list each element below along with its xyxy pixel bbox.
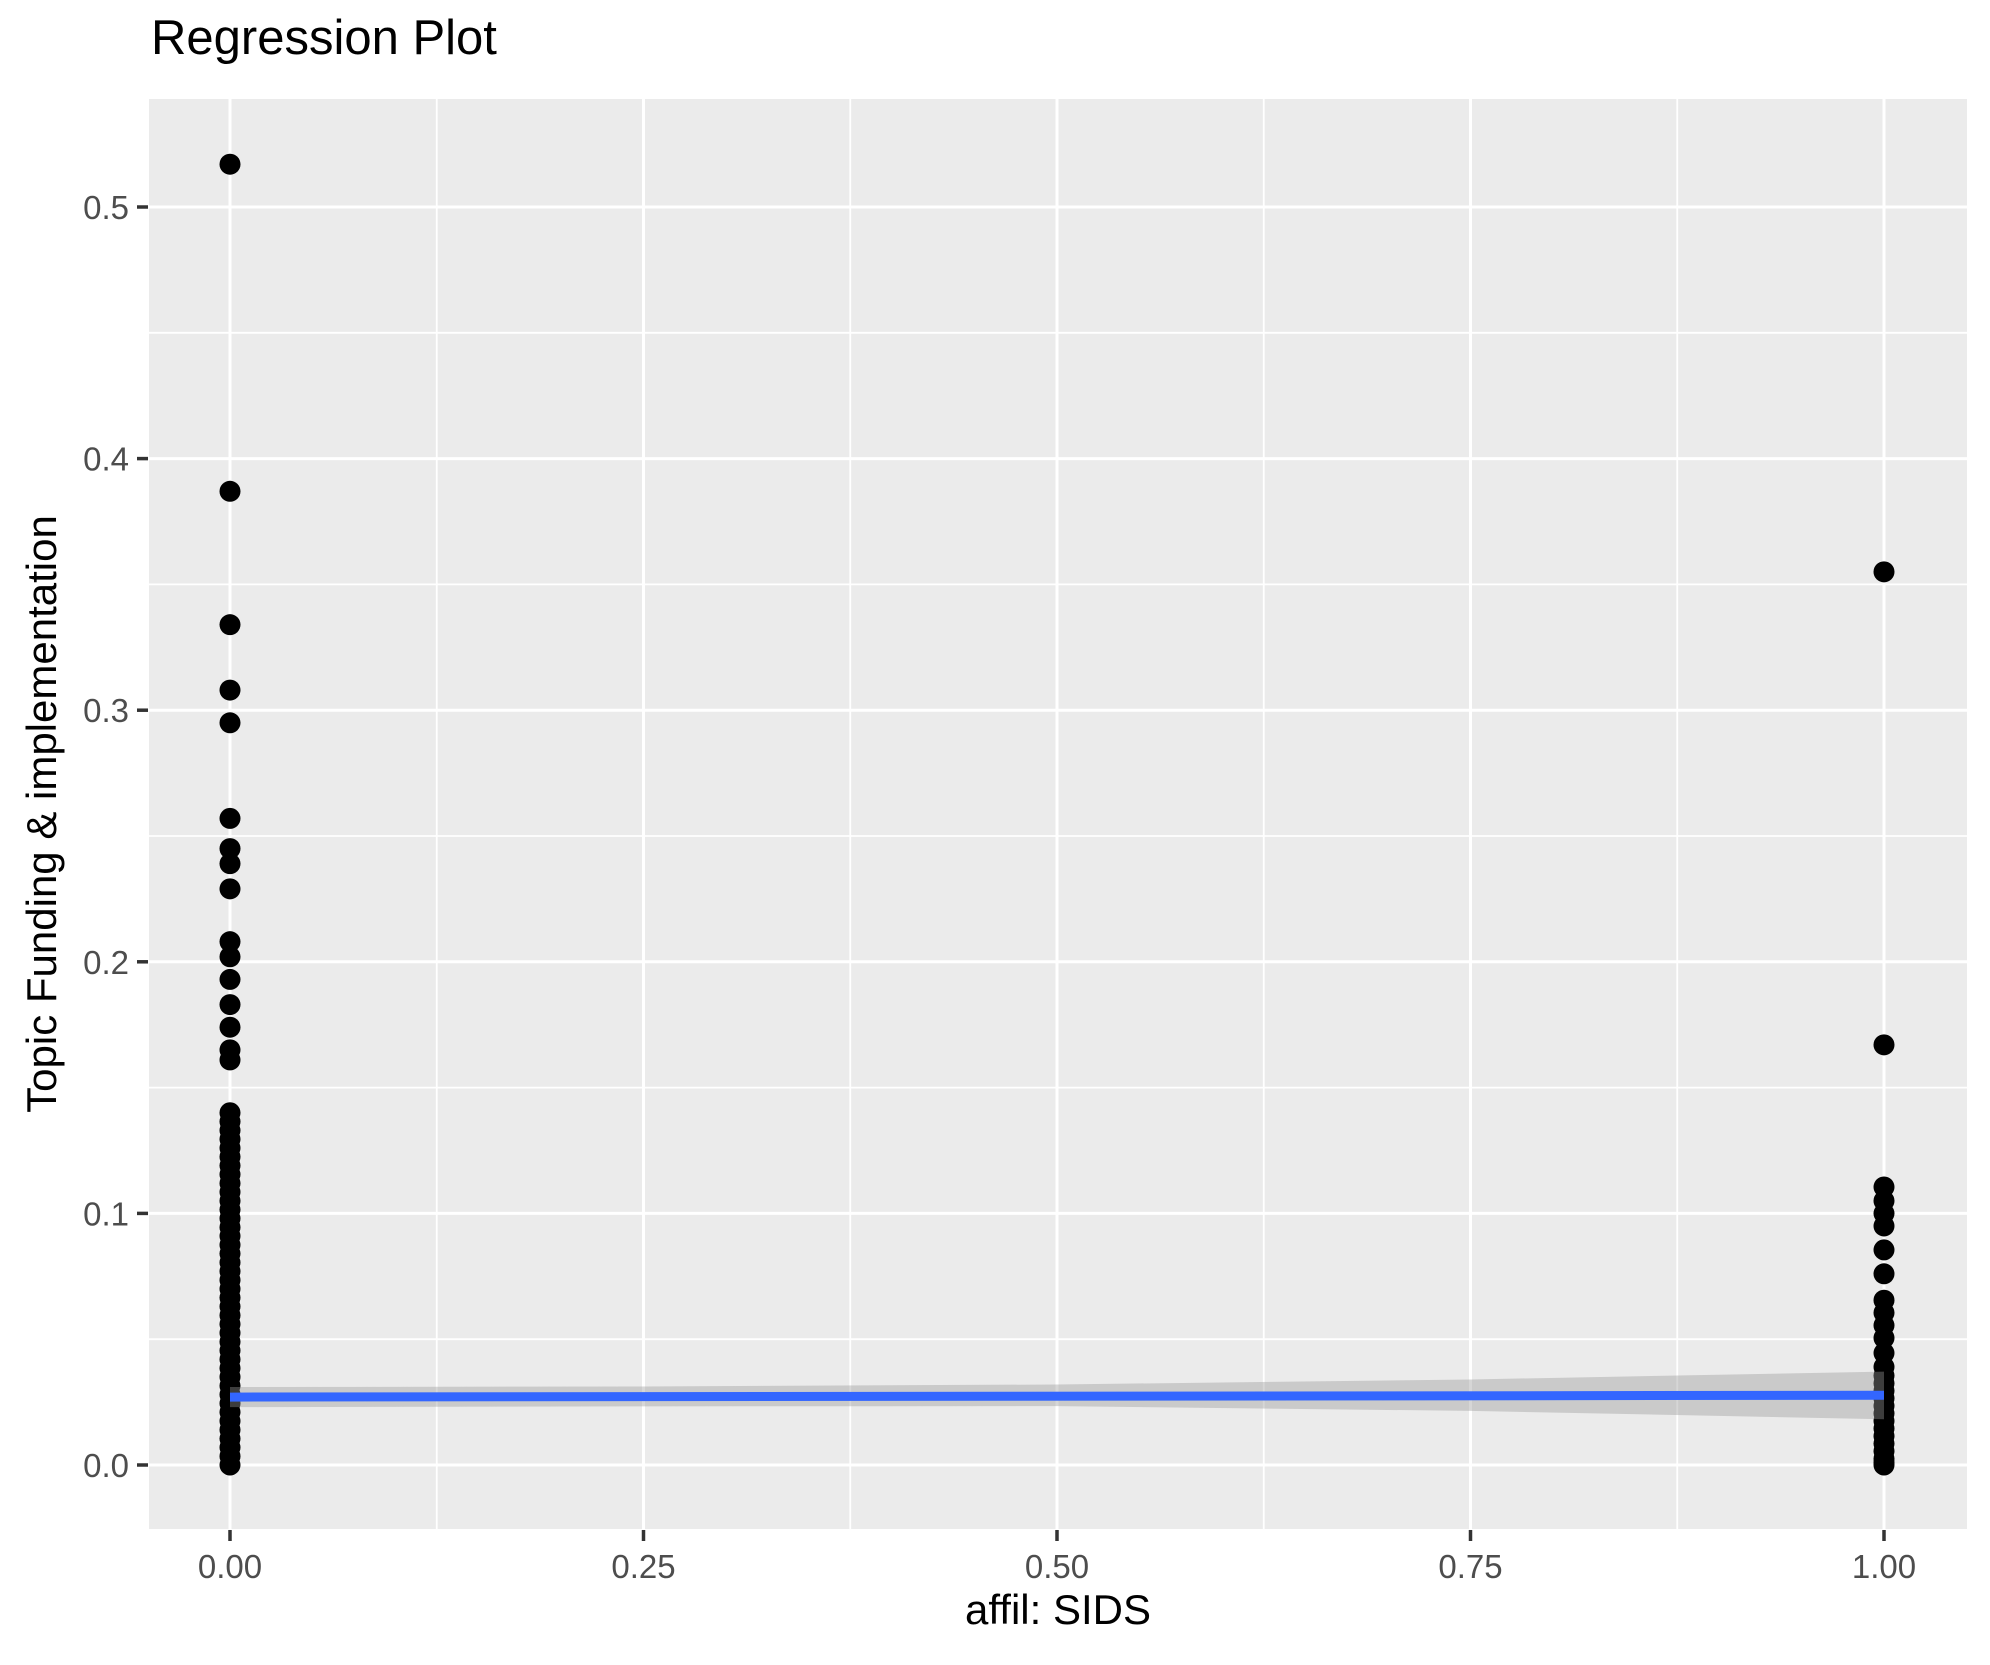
data-point: [219, 853, 241, 875]
data-point: [1873, 561, 1895, 583]
x-axis-title: affil: SIDS: [965, 1586, 1151, 1633]
x-tick-label: 1.00: [1852, 1548, 1916, 1585]
x-tick-label: 0.75: [1438, 1548, 1502, 1585]
y-tick-label: 0.0: [83, 1447, 129, 1484]
data-point: [219, 153, 241, 175]
data-point: [219, 1454, 241, 1476]
data-point: [219, 994, 241, 1016]
data-point: [1873, 1239, 1895, 1261]
regression-line: [229, 1390, 1885, 1402]
data-point: [1873, 1454, 1895, 1476]
y-tick-label: 0.5: [83, 189, 129, 226]
data-point: [219, 480, 241, 502]
y-tick-label: 0.2: [83, 944, 129, 981]
data-point: [219, 712, 241, 734]
x-tick-label: 0.25: [611, 1548, 675, 1585]
data-point: [1873, 1327, 1895, 1349]
data-point: [219, 878, 241, 900]
data-point: [219, 1016, 241, 1038]
data-point: [219, 679, 241, 701]
y-tick-label: 0.1: [83, 1195, 129, 1232]
y-axis-title: Topic Funding & implementation: [18, 515, 65, 1113]
x-tick-label: 0.00: [198, 1548, 262, 1585]
data-point: [219, 931, 241, 953]
y-tick-label: 0.4: [83, 441, 129, 478]
data-point: [1873, 1215, 1895, 1237]
data-point: [219, 807, 241, 829]
data-point: [219, 1049, 241, 1071]
data-point: [1873, 1263, 1895, 1285]
data-point: [219, 946, 241, 968]
x-tick-label: 0.50: [1025, 1548, 1089, 1585]
plot-title: Regression Plot: [151, 11, 497, 65]
y-tick-label: 0.3: [83, 692, 129, 729]
data-point: [219, 838, 241, 860]
data-point: [219, 968, 241, 990]
data-point: [219, 614, 241, 636]
data-point: [1873, 1034, 1895, 1056]
